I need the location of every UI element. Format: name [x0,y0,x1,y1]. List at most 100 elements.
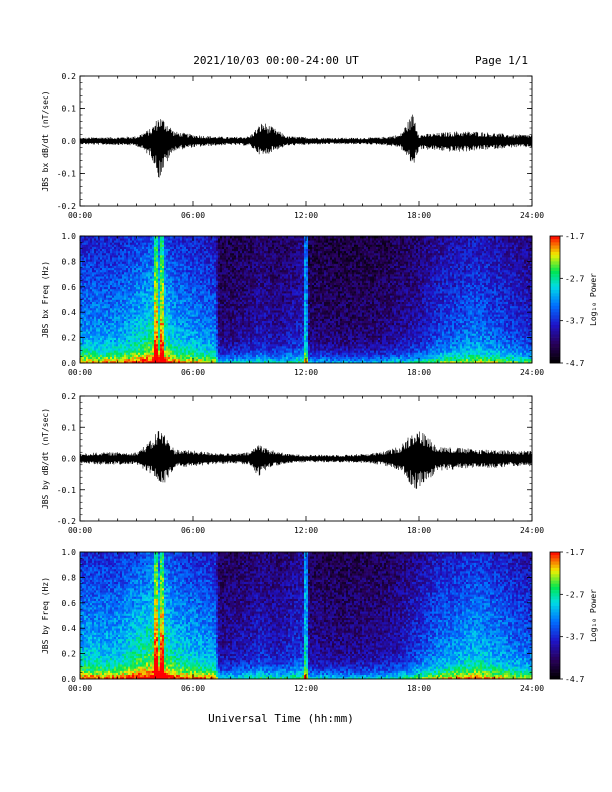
spectrogram-cell [202,352,205,355]
spectrogram-cell [200,284,203,288]
spectrogram-cell [182,348,185,351]
spectrogram-cell [178,339,181,343]
spectrogram-cell [148,327,151,330]
spectrogram-cell [152,282,155,285]
spectrogram-cell [82,248,85,252]
spectrogram-cell [148,352,151,355]
spectrogram-cell [216,238,219,241]
spectrogram-cell [220,257,223,260]
spectrogram-cell [206,240,209,243]
spectrogram-cell [228,346,231,349]
spectrogram-cell [220,314,223,317]
spectrogram-cell [174,293,177,296]
spectrogram-cell [212,301,215,305]
spectrogram-cell [124,244,127,247]
spectrogram-cell [168,337,171,341]
spectrogram-cell [146,310,149,313]
spectrogram-cell [86,261,89,264]
spectrogram-cell [198,318,201,321]
spectrogram-cell [132,293,135,296]
spectrogram-cell [218,263,221,266]
spectrogram-cell [222,356,225,360]
spectrogram-cell [192,259,195,262]
spectrogram-cell [208,352,211,355]
spectrogram-cell [208,316,211,319]
spectrogram-cell [92,329,95,332]
spectrogram-cell [160,354,163,357]
spectrogram-cell [152,271,155,275]
spectrogram-cell [222,248,225,252]
spectrogram-cell [114,329,117,332]
spectrogram-cell [92,350,95,353]
spectrogram-cell [114,297,117,300]
spectrogram-cell [80,278,83,281]
spectrogram-cell [188,341,191,345]
spectrogram-cell [80,303,83,307]
spectrogram-cell [162,354,165,357]
spectrogram-cell [176,291,179,294]
spectrogram-cell [214,276,217,279]
spectrogram-cell [186,350,189,353]
spectrogram-cell [232,236,235,239]
spectrogram-cell [194,255,197,258]
spectrogram-cell [222,331,225,334]
spectrogram-cell [228,337,231,341]
spectrogram-cell [120,339,123,343]
spectrogram-cell [118,278,121,281]
spectrogram-cell [102,358,105,362]
spectrogram-cell [102,240,105,243]
spectrogram-cell [156,248,159,252]
spectrogram-cell [220,324,223,328]
spectrogram-cell [224,265,227,269]
spectrogram-cell [122,354,125,357]
spectrogram-cell [108,329,111,332]
spectrogram-cell [202,329,205,332]
spectrogram-cell [88,320,91,324]
spectrogram-cell [182,257,185,260]
spectrogram-cell [234,354,237,357]
spectrogram-cell [80,242,83,245]
spectrogram-cell [100,307,103,311]
spectrogram-cell [108,322,111,326]
spectrogram-cell [198,242,201,245]
spectrogram-cell [144,261,147,264]
spectrogram-cell [154,356,157,360]
spectrogram-cell [116,295,119,298]
spectrogram-cell [188,259,191,262]
spectrogram-cell [98,276,101,279]
spectrogram-cell [164,310,167,313]
spectrogram-cell [210,252,213,256]
spectrogram-cell [80,360,83,364]
spectrogram-cell [166,269,169,273]
spectrogram-cell [218,276,221,279]
spectrogram-cell [228,299,231,302]
spectrogram-cell [114,276,117,279]
spectrogram-cell [80,307,83,311]
spectrogram-cell [218,318,221,321]
spectrogram-cell [186,244,189,247]
spectrogram-cell [186,265,189,269]
spectrogram-cell [92,307,95,311]
spectrogram-cell [132,240,135,243]
spectrogram-cell [136,284,139,288]
spectrogram-cell [82,331,85,334]
spectrogram-cell [212,282,215,285]
spectrogram-cell [102,333,105,336]
spectrogram-cell [204,267,207,271]
spectrogram-cell [220,271,223,275]
spectrogram-cell [104,263,107,266]
spectrogram-cell [96,274,99,277]
spectrogram-cell [106,312,109,315]
spectrogram-cell [90,265,93,269]
spectrogram-cell [104,297,107,300]
spectrogram-cell [224,242,227,245]
spectrogram-cell [170,316,173,319]
spectrogram-cell [196,288,199,292]
spectrogram-cell [140,350,143,353]
spectrogram-cell [140,335,143,338]
spectrogram-cell [176,348,179,351]
spectrogram-cell [200,320,203,324]
spectrogram-cell [204,320,207,324]
spectrogram-cell [230,278,233,281]
spectrogram-cell [134,274,137,277]
